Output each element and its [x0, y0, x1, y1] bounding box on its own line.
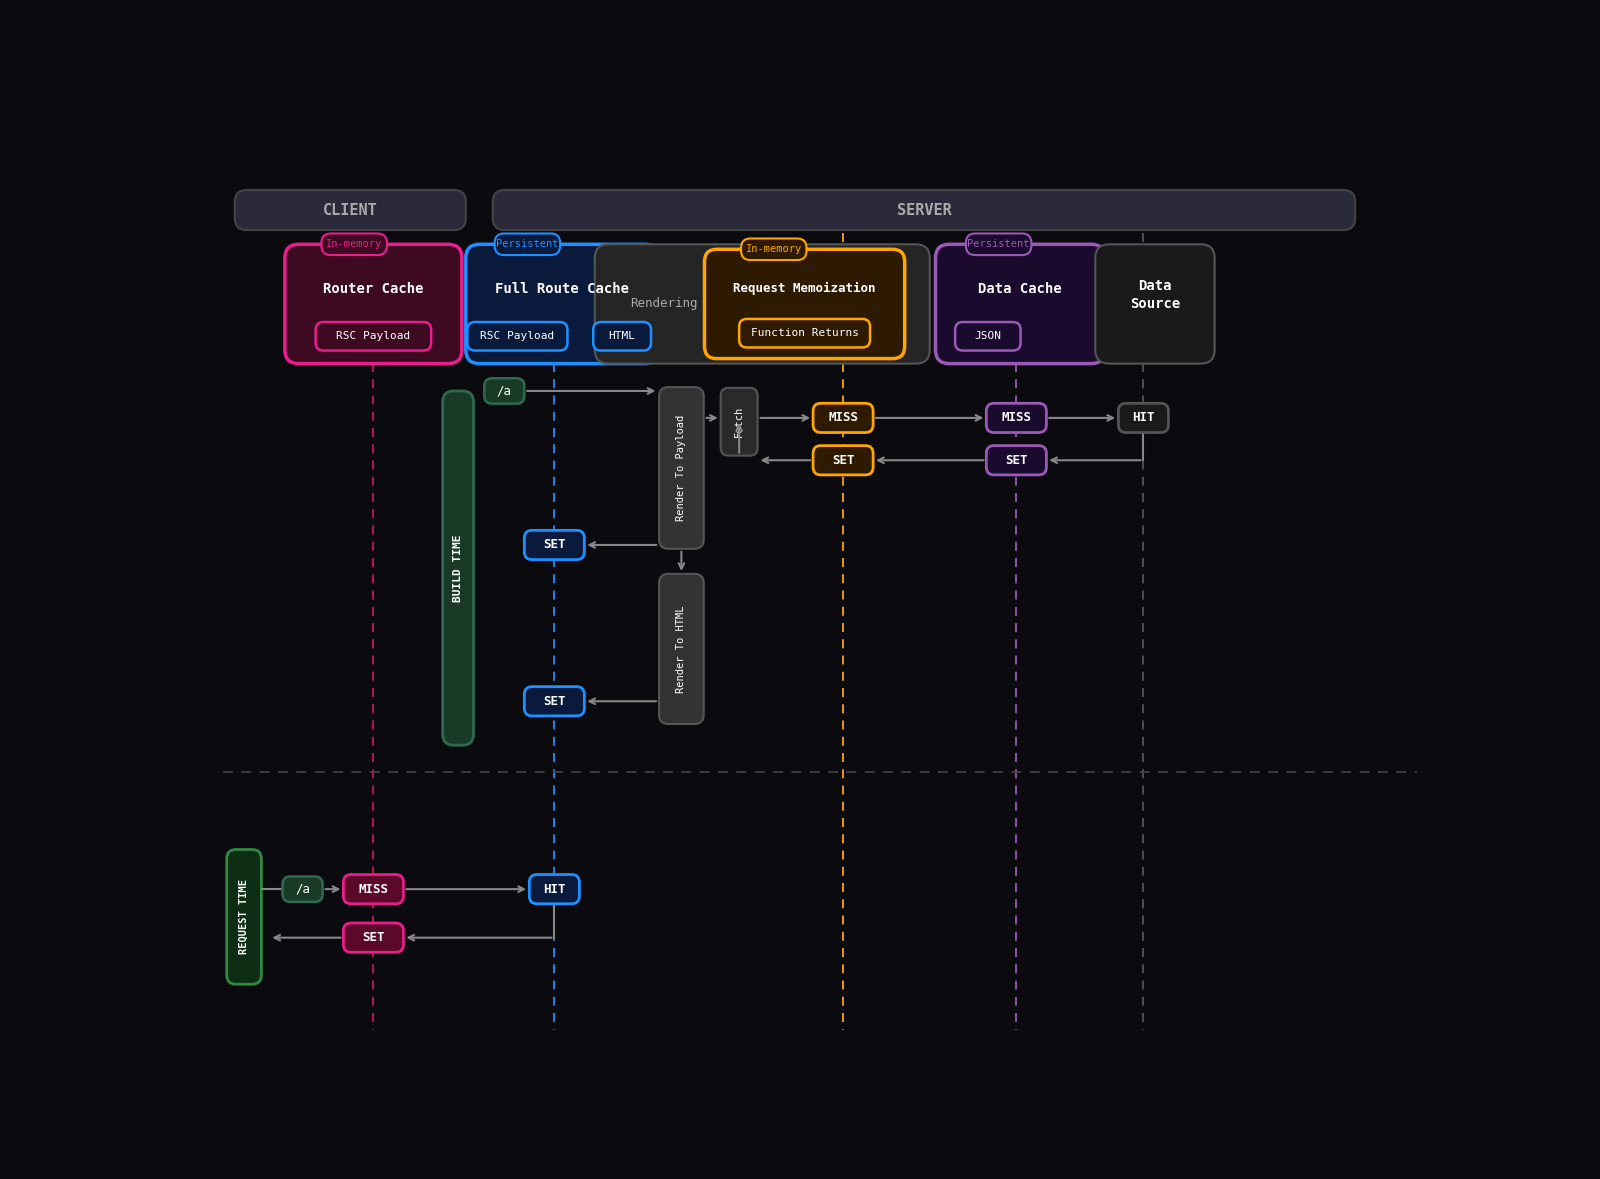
FancyBboxPatch shape — [704, 249, 904, 358]
Text: SERVER: SERVER — [896, 203, 952, 217]
FancyBboxPatch shape — [525, 531, 584, 560]
FancyBboxPatch shape — [1118, 403, 1168, 433]
Text: BUILD TIME: BUILD TIME — [453, 534, 462, 601]
FancyBboxPatch shape — [594, 322, 651, 350]
FancyBboxPatch shape — [955, 322, 1021, 350]
FancyBboxPatch shape — [720, 388, 758, 455]
FancyBboxPatch shape — [530, 875, 579, 904]
FancyBboxPatch shape — [443, 391, 474, 745]
Text: In-memory: In-memory — [326, 239, 382, 249]
Text: Function Returns: Function Returns — [750, 328, 859, 338]
FancyBboxPatch shape — [659, 387, 704, 548]
FancyBboxPatch shape — [283, 876, 323, 902]
FancyBboxPatch shape — [322, 233, 387, 255]
FancyBboxPatch shape — [494, 233, 560, 255]
Text: SET: SET — [542, 694, 566, 707]
FancyBboxPatch shape — [739, 320, 870, 348]
Text: Request Memoization: Request Memoization — [733, 282, 875, 295]
Text: /a: /a — [294, 883, 310, 896]
Text: Full Route Cache: Full Route Cache — [494, 282, 629, 296]
Text: RSC Payload: RSC Payload — [336, 331, 411, 341]
Text: Fetch: Fetch — [734, 406, 744, 437]
FancyBboxPatch shape — [344, 923, 403, 953]
Text: SET: SET — [832, 454, 854, 467]
FancyBboxPatch shape — [741, 238, 806, 261]
FancyBboxPatch shape — [285, 244, 462, 363]
Text: In-memory: In-memory — [746, 244, 802, 255]
FancyBboxPatch shape — [493, 190, 1355, 230]
FancyBboxPatch shape — [344, 875, 403, 904]
Text: /a: /a — [498, 384, 512, 397]
FancyBboxPatch shape — [227, 850, 261, 984]
Text: Data Cache: Data Cache — [978, 282, 1062, 296]
FancyBboxPatch shape — [986, 446, 1046, 475]
FancyBboxPatch shape — [525, 686, 584, 716]
FancyBboxPatch shape — [315, 322, 430, 350]
FancyBboxPatch shape — [467, 322, 568, 350]
FancyBboxPatch shape — [986, 403, 1046, 433]
Text: HTML: HTML — [608, 331, 635, 341]
Text: MISS: MISS — [358, 883, 389, 896]
FancyBboxPatch shape — [966, 233, 1032, 255]
Text: Data
Source: Data Source — [1130, 278, 1181, 311]
Text: SET: SET — [1005, 454, 1027, 467]
Text: JSON: JSON — [974, 331, 1002, 341]
Text: Render To HTML: Render To HTML — [677, 605, 686, 692]
FancyBboxPatch shape — [235, 190, 466, 230]
Text: RSC Payload: RSC Payload — [480, 331, 555, 341]
Text: Rendering: Rendering — [630, 297, 698, 310]
FancyBboxPatch shape — [936, 244, 1106, 363]
Text: Render To Payload: Render To Payload — [677, 415, 686, 521]
Text: SET: SET — [362, 931, 384, 944]
FancyBboxPatch shape — [485, 378, 525, 403]
Text: Router Cache: Router Cache — [323, 282, 424, 296]
FancyBboxPatch shape — [813, 403, 874, 433]
FancyBboxPatch shape — [813, 446, 874, 475]
Text: MISS: MISS — [829, 411, 858, 424]
Text: HIT: HIT — [542, 883, 566, 896]
FancyBboxPatch shape — [1096, 244, 1214, 363]
Text: Persistent: Persistent — [968, 239, 1030, 249]
FancyBboxPatch shape — [466, 244, 658, 363]
Text: SET: SET — [542, 539, 566, 552]
FancyBboxPatch shape — [659, 574, 704, 724]
Text: REQUEST TIME: REQUEST TIME — [238, 880, 250, 954]
FancyBboxPatch shape — [595, 244, 930, 363]
Text: Persistent: Persistent — [496, 239, 558, 249]
Text: MISS: MISS — [1002, 411, 1032, 424]
Text: CLIENT: CLIENT — [323, 203, 378, 217]
Text: HIT: HIT — [1133, 411, 1155, 424]
